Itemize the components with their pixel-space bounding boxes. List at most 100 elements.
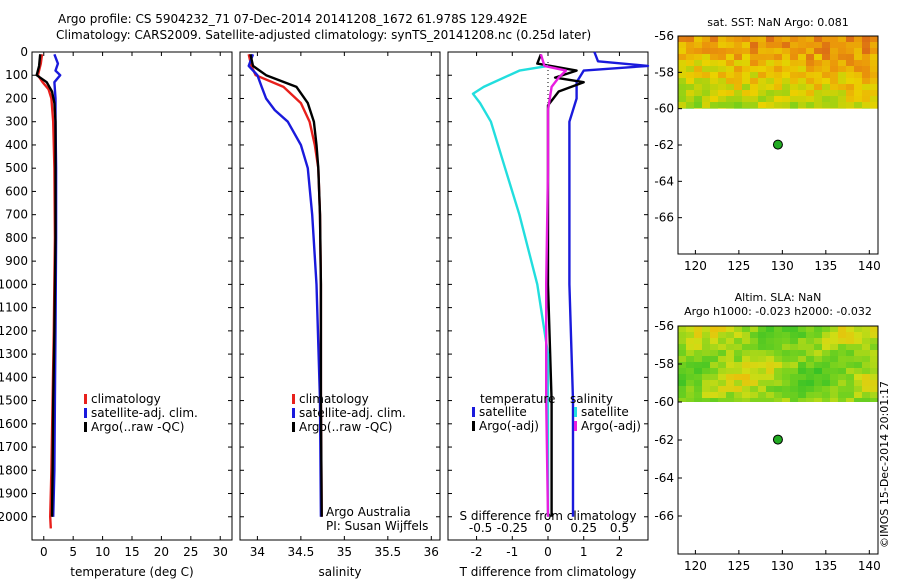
sst-map-cell: [806, 60, 814, 66]
sla-map-cell: [774, 368, 782, 374]
sla-map-cell: [694, 392, 702, 398]
sla-map-cell: [734, 350, 742, 356]
sst-map-cell: [790, 102, 798, 108]
sla-map-cell: [830, 350, 838, 356]
sla-map-cell: [710, 338, 718, 344]
legend-swatch: [84, 394, 87, 404]
sst-map-cell: [782, 96, 790, 102]
sst-map-cell: [774, 36, 782, 42]
sla-map-cell: [838, 362, 846, 368]
sla-map-cell: [782, 392, 790, 398]
sst-map-cell: [790, 60, 798, 66]
sla-map-cell: [702, 368, 710, 374]
sst-map-cell: [758, 108, 766, 109]
series-line-difference_panel-0: [568, 51, 650, 517]
sla-map-cell: [830, 380, 838, 386]
sla-map-cell: [686, 356, 694, 362]
sla-map-cell: [814, 326, 822, 332]
sst-map-cell: [702, 36, 710, 42]
sla-map-cell: [862, 344, 870, 350]
sst-map-cell: [726, 90, 734, 96]
sst-map-cell: [694, 60, 702, 66]
sla-map-cell: [854, 356, 862, 362]
sst-map-cell: [862, 90, 870, 96]
sst-map-cell: [846, 108, 854, 109]
sla-map-cell: [702, 386, 710, 392]
sst-map-cell: [718, 48, 726, 54]
sla-map-cell: [830, 338, 838, 344]
sla-map-cell: [734, 326, 742, 332]
map-x-tick-label: 130: [771, 259, 794, 273]
sla-map-cell: [806, 362, 814, 368]
sst-map-cell: [678, 84, 686, 90]
sst-map-cell: [726, 72, 734, 78]
sla-map-cell: [782, 344, 790, 350]
sst-map-cell: [870, 54, 878, 60]
sst-map-cell: [726, 42, 734, 48]
sst-map-cell: [830, 90, 838, 96]
sla-map-cell: [830, 332, 838, 338]
sla-map-cell: [822, 362, 830, 368]
map-y-tick-label: -62: [654, 433, 674, 447]
sst-map-cell: [766, 78, 774, 84]
sst-map-cell: [806, 102, 814, 108]
sla-map-cell: [798, 392, 806, 398]
sst-map-cell: [686, 60, 694, 66]
map-x-tick-label: 120: [684, 259, 707, 273]
x-tick-label: -2: [471, 545, 483, 559]
sst-map-cell: [734, 48, 742, 54]
sla-map-cell: [806, 380, 814, 386]
sst-map-cell: [870, 72, 878, 78]
sla-map-cell: [782, 356, 790, 362]
sst-map-cell: [734, 108, 742, 109]
sst-map-cell: [750, 60, 758, 66]
sst-map-cell: [694, 54, 702, 60]
sla-map-cell: [846, 380, 854, 386]
sst-map-cell: [758, 54, 766, 60]
sla-map-cell: [686, 380, 694, 386]
sst-map-cell: [838, 84, 846, 90]
sst-map-cell: [694, 90, 702, 96]
sla-map-cell: [814, 368, 822, 374]
x-tick-label: 35.5: [374, 545, 401, 559]
sst-map-cell: [814, 48, 822, 54]
sst-map-cell: [726, 96, 734, 102]
sst-map-cell: [766, 108, 774, 109]
x-tick-label: 5: [69, 545, 77, 559]
sla-map-cell: [814, 398, 822, 402]
sla-map-cell: [766, 380, 774, 386]
sst-map-cell: [774, 96, 782, 102]
sla-map-cell: [710, 368, 718, 374]
sst-map-cell: [678, 102, 686, 108]
sst-map-cell: [862, 60, 870, 66]
sst-map-cell: [854, 84, 862, 90]
sla-map-cell: [694, 332, 702, 338]
sla-map-cell: [758, 344, 766, 350]
sst-map-cell: [702, 90, 710, 96]
sst-map-cell: [806, 90, 814, 96]
sla-map-cell: [830, 392, 838, 398]
sla-map-cell: [774, 356, 782, 362]
sst-map-cell: [686, 72, 694, 78]
sla-map-cell: [806, 374, 814, 380]
sla-map-cell: [734, 386, 742, 392]
sst-map-cell: [718, 108, 726, 109]
sla-map-argo-marker: [772, 434, 783, 445]
sst-map-cell: [830, 42, 838, 48]
sst-map-cell: [710, 60, 718, 66]
sla-map-cell: [766, 386, 774, 392]
sst-map-title: sat. SST: NaN Argo: 0.081: [707, 16, 848, 29]
sst-map-cell: [710, 72, 718, 78]
sst-map-cell: [822, 66, 830, 72]
sst-map-cell: [814, 36, 822, 42]
sst-map-cell: [838, 66, 846, 72]
sst-map-cell: [742, 60, 750, 66]
sla-map-cell: [750, 392, 758, 398]
sla-map-cell: [750, 368, 758, 374]
sst-map-cell: [750, 42, 758, 48]
sst-map-cell: [758, 102, 766, 108]
sla-map-cell: [782, 380, 790, 386]
sst-map-cell: [718, 60, 726, 66]
sla-map-cell: [830, 362, 838, 368]
map-y-tick-label: -66: [654, 509, 674, 523]
